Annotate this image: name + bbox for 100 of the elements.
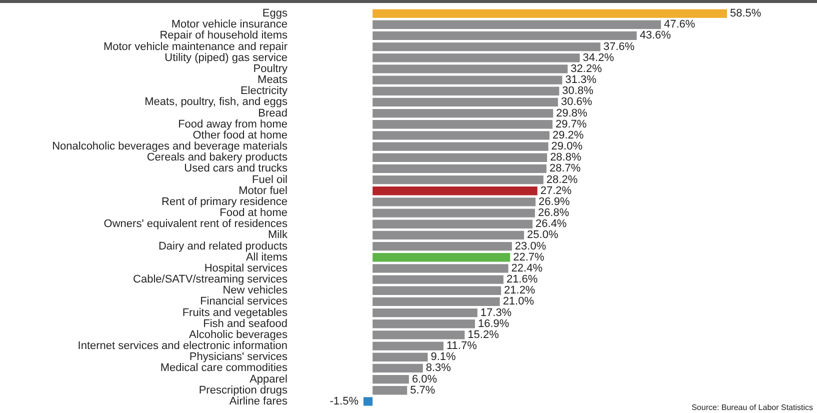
y-tick-label: Medical care commodities [160,362,288,374]
data-label: 28.7% [549,162,581,175]
data-label: 15.2% [468,328,500,341]
data-label: 9.1% [430,351,456,364]
data-label: 32.2% [570,62,602,75]
bar [372,42,600,52]
y-tick-label: New vehicles [222,284,288,297]
y-tick-label: Food at home [220,207,288,220]
data-label: 17.3% [480,306,512,319]
y-tick-label: Financial services [200,296,288,308]
y-tick-label: Cereals and bakery products [146,152,288,164]
y-tick-label: Rent of primary residence [162,196,288,208]
bar [372,120,553,129]
y-tick-label: Poultry [253,62,288,75]
y-tick-label: Fruits and vegetables [182,306,288,319]
bar [372,31,637,40]
y-tick-label: Eggs [262,8,288,20]
y-tick-label: Milk [268,229,288,242]
bar [372,386,408,395]
y-tick-label: Hospital services [204,262,288,274]
data-label: 26.4% [536,218,567,230]
data-label: 8.3% [426,362,452,374]
y-tick-label: Motor fuel [238,184,288,197]
bar [372,153,548,162]
data-label: -1.5% [330,395,359,408]
data-label: 29.0% [551,140,583,153]
bar [372,253,510,262]
bar [372,342,444,350]
bar [372,208,535,218]
bar [372,364,423,373]
data-label: 34.2% [582,52,614,64]
y-tick-label: Apparel [250,373,288,386]
y-tick-label: Utility (piped) gas service [164,52,288,64]
bar [372,230,524,240]
data-label: 26.8% [538,207,570,220]
data-label: 29.8% [556,107,588,120]
bar [372,164,546,174]
data-label: 21.6% [506,274,538,286]
data-label: 30.8% [562,85,594,98]
y-tick-label: Prescription drugs [198,384,288,396]
y-tick-label: Motor vehicle insurance [171,18,288,31]
data-label: 22.4% [511,262,543,274]
y-tick-label: Owners' equivalent rent of residences [104,218,288,230]
data-label: 43.6% [640,30,672,42]
data-label: 21.2% [504,284,536,297]
data-label: 29.7% [556,118,587,130]
bar [372,86,560,96]
data-label: 37.6% [603,40,635,53]
bar [372,308,478,318]
y-tick-label: Nonalcoholic beverages and beverage materials [52,140,288,153]
bar [372,186,538,196]
data-label: 31.3% [565,74,597,86]
annotation: Source: Bureau of Labor Statistics [692,403,813,412]
bar [372,54,580,62]
data-label: 27.2% [540,184,572,197]
bar [372,76,562,84]
y-tick-label: Physicians' services [189,351,288,364]
y-tick-label: Other food at home [192,129,288,142]
y-tick-label: Motor vehicle maintenance and repair [103,40,288,53]
bar [372,264,508,273]
bar [364,397,373,406]
bar [372,20,661,29]
data-label: 22.7% [513,251,545,264]
y-tick-label: Bread [258,107,288,120]
y-tick-label: Electricity [240,85,288,98]
bar [372,108,554,118]
bar [372,9,727,18]
y-tick-label: Internet services and electronic information [78,340,288,352]
y-tick-label: Food away from home [178,118,288,130]
y-tick-label: Meats [258,74,288,86]
bar [372,320,475,328]
data-label: 6.0% [412,373,438,386]
data-label: 25.0% [527,229,558,242]
bar [372,131,550,140]
bar [372,352,428,362]
bar [372,330,465,340]
data-label: 26.9% [538,196,570,208]
data-label: 58.5% [730,8,762,20]
bar [372,98,558,107]
bar [372,220,533,228]
bar [372,175,544,184]
y-tick-label: Cable/SATV/streaming services [133,274,288,286]
y-tick-label: Used cars and trucks [184,162,288,175]
data-label: 28.8% [550,152,582,164]
bar [372,142,548,151]
data-label: 47.6% [664,18,696,31]
bar [372,275,504,284]
data-label: 30.6% [560,96,592,108]
y-tick-label: Fish and seafood [203,318,288,330]
data-label: 5.7% [410,384,436,396]
data-label: 29.2% [552,129,584,142]
y-tick-label: All items [246,251,288,264]
y-tick-label: Fuel oil [252,174,288,186]
y-tick-label: Repair of household items [160,30,288,42]
data-label: 11.7% [446,340,478,352]
data-label: 21.0% [502,296,534,308]
data-label: 28.2% [546,174,578,186]
data-label: 16.9% [478,318,510,330]
bar [372,198,536,206]
bar [372,374,409,384]
